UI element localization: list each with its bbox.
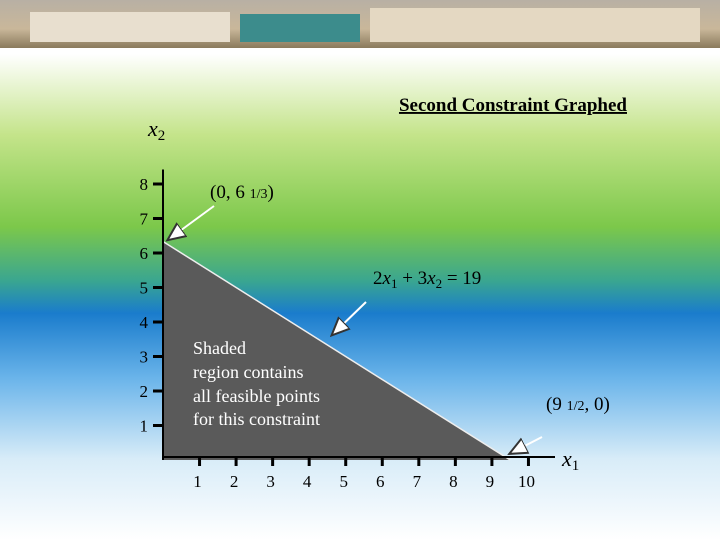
chart-title: Second Constraint Graphed bbox=[399, 95, 627, 116]
y-tick-label: 7 bbox=[140, 210, 149, 229]
x-tick-label: 7 bbox=[413, 472, 422, 491]
x-tick-label: 9 bbox=[486, 472, 495, 491]
annotation-part: , 0) bbox=[584, 394, 609, 415]
annotation: 2x1 + 3x2 = 19 bbox=[373, 268, 481, 291]
x-tick-label: 2 bbox=[230, 472, 239, 491]
annotation-part: + 3 bbox=[397, 268, 427, 289]
building bbox=[30, 12, 230, 42]
annotation-part: = 19 bbox=[442, 268, 481, 289]
y-tick-label: 5 bbox=[140, 279, 149, 298]
annotation-part: x bbox=[426, 268, 436, 289]
arrow bbox=[511, 436, 543, 453]
annotation-part: x bbox=[382, 268, 392, 289]
annotation-part: 1 bbox=[391, 276, 398, 291]
x-tick-label: 1 bbox=[193, 472, 202, 491]
constraint-line bbox=[162, 240, 511, 461]
y-tick-label: 1 bbox=[140, 417, 149, 436]
annotation-line: region contains bbox=[193, 362, 303, 382]
axis-sub: 1 bbox=[572, 458, 580, 474]
x-axis-label: x1 bbox=[561, 446, 579, 474]
y-axis-label: x2 bbox=[147, 116, 165, 144]
building bbox=[240, 14, 360, 42]
x-tick-label: 10 bbox=[518, 472, 535, 491]
x-tick-label: 3 bbox=[266, 472, 275, 491]
annotation: (0, 6 1/3) bbox=[210, 182, 274, 203]
y-tick-label: 2 bbox=[140, 382, 149, 401]
annotation-part: 2 bbox=[373, 268, 383, 289]
annotation-line: Shaded bbox=[193, 338, 246, 358]
y-tick-label: 6 bbox=[140, 244, 149, 263]
x-tick-label: 4 bbox=[303, 472, 312, 491]
annotation-part: 1/2 bbox=[567, 399, 585, 414]
x-tick-label: 6 bbox=[376, 472, 385, 491]
building bbox=[370, 8, 700, 42]
x-tick-label: 5 bbox=[339, 472, 348, 491]
annotation-part: (9 bbox=[546, 394, 567, 415]
y-tick-label: 8 bbox=[140, 175, 149, 194]
y-tick-label: 4 bbox=[140, 313, 149, 332]
annotation-line: for this constraint bbox=[193, 409, 320, 429]
annotation-part: 1/3 bbox=[250, 187, 268, 202]
x-tick-label: 8 bbox=[449, 472, 458, 491]
axis-var: x bbox=[147, 116, 158, 141]
annotation-part: 2 bbox=[436, 276, 443, 291]
annotation-line: all feasible points bbox=[193, 386, 320, 406]
arrow bbox=[333, 301, 367, 334]
y-tick-label: 3 bbox=[140, 348, 149, 367]
annotation: Shaded region contains all feasible poin… bbox=[193, 338, 324, 429]
axis-sub: 2 bbox=[158, 128, 166, 144]
annotation-part: ) bbox=[267, 182, 273, 203]
annotation-part: (0, 6 bbox=[210, 182, 250, 203]
annotation: (9 1/2, 0) bbox=[546, 394, 610, 415]
axis-var: x bbox=[561, 446, 572, 471]
arrow bbox=[169, 205, 215, 239]
